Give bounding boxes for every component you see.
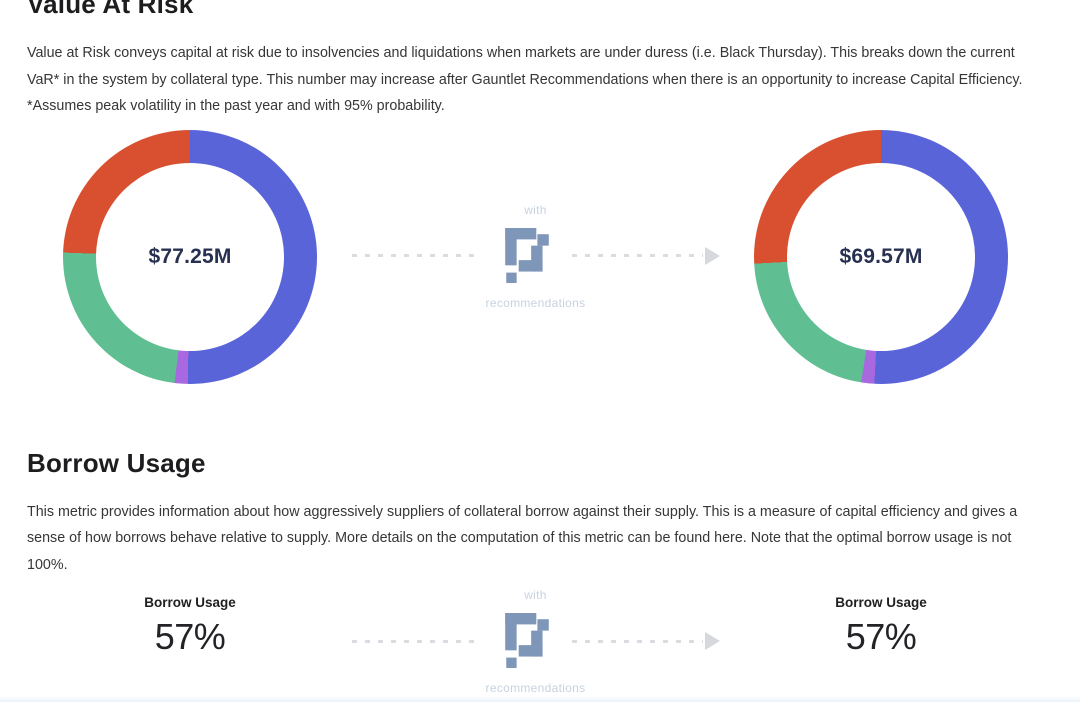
var-description-line: Value at Risk conveys capital at risk du… (27, 45, 1015, 61)
donut-hole (96, 162, 284, 351)
stat-label: Borrow Usage (835, 595, 927, 610)
recommendations-transition: with recommendations (351, 588, 720, 696)
arrow-head-icon (704, 246, 720, 265)
recommendations-label: recommendations (485, 681, 586, 695)
var-description: Value at Risk conveys capital at risk du… (27, 40, 1053, 120)
donut-center-value: $77.25M (148, 244, 232, 268)
var-comparison-row: $77.25M with recom (27, 129, 1053, 384)
with-label: with (524, 202, 547, 217)
var-section-title: Value At Risk (27, 0, 194, 19)
borrow-description-line: This metric provides information about h… (27, 503, 1018, 520)
gauntlet-logo-icon (505, 227, 549, 283)
var-donut-current[interactable]: $77.25M (63, 129, 317, 384)
dashboard-page: Value At Risk Value at Risk conveys capi… (27, 0, 1053, 696)
borrow-description-line: 100%. (27, 556, 68, 573)
borrow-description-line: sense of how borrows behave relative to … (27, 530, 1012, 546)
arrow-head-icon (704, 632, 720, 650)
with-label: with (524, 588, 547, 602)
gauntlet-logo (504, 613, 550, 669)
gauntlet-logo (504, 227, 550, 284)
stat-value: 57% (154, 616, 226, 657)
stat-label: Borrow Usage (144, 595, 236, 610)
dashed-arrow-line (351, 227, 720, 284)
dashed-line-right (572, 639, 703, 643)
borrow-usage-recommended: Borrow Usage 57% (754, 588, 1008, 657)
gauntlet-logo-icon (505, 613, 549, 668)
var-donut-recommended[interactable]: $69.57M (754, 129, 1008, 384)
recommendations-label: recommendations (485, 295, 586, 310)
next-section-edge (0, 696, 1080, 702)
borrow-usage-current: Borrow Usage 57% (63, 588, 317, 657)
var-description-line: *Assumes peak volatility in the past yea… (27, 98, 445, 114)
dashed-line-left (351, 639, 482, 643)
dashed-line-right (572, 254, 703, 257)
recommendations-transition: with recommendations (351, 202, 720, 311)
dashed-line-left (351, 254, 482, 257)
stat-value: 57% (845, 616, 917, 657)
donut-hole (787, 162, 975, 351)
borrow-section-title: Borrow Usage (27, 447, 206, 478)
borrow-description: This metric provides information about h… (27, 499, 1053, 579)
donut-center-value: $69.57M (839, 244, 923, 268)
var-description-line: VaR* in the system by collateral type. T… (27, 71, 1023, 88)
dashed-arrow-line (351, 613, 720, 669)
borrow-comparison-row: Borrow Usage 57% with (27, 588, 1053, 696)
